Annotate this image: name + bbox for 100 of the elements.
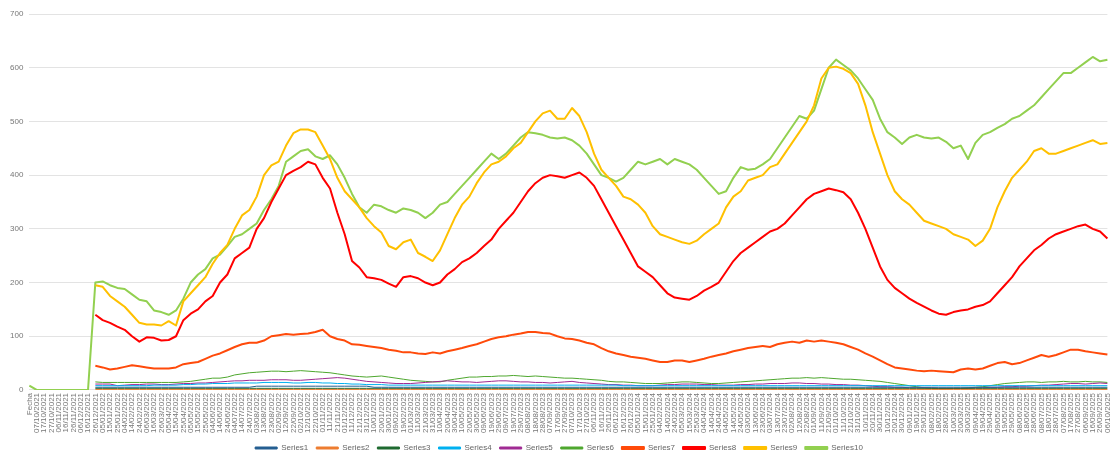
x-tick-label: 22/08/2024 bbox=[801, 392, 811, 434]
x-tick-label: 11/10/2024 bbox=[838, 392, 848, 433]
x-tick-label: 11/03/2023 bbox=[413, 392, 423, 433]
x-tick-label: 15/01/2022 bbox=[105, 392, 115, 434]
x-tick-label: 09/06/2023 bbox=[479, 392, 489, 434]
x-tick-label: 22/09/2022 bbox=[288, 392, 298, 434]
x-tick-label: 02/09/2022 bbox=[273, 392, 283, 434]
x-tick-label: 25/05/2022 bbox=[200, 392, 210, 434]
x-tick-label: 16/03/2022 bbox=[149, 392, 159, 434]
x-tick-label: 25/04/2022 bbox=[178, 392, 188, 434]
x-tick-label: 13/08/2022 bbox=[259, 392, 269, 434]
x-tick-label: 14/07/2022 bbox=[237, 392, 247, 434]
x-tick-label: 13/07/2024 bbox=[772, 392, 782, 434]
x-tick-label: 05/03/2024 bbox=[677, 392, 687, 434]
x-tick-label: 26/12/2021 bbox=[90, 392, 100, 434]
x-tick-label: 20/12/2024 bbox=[889, 392, 899, 434]
x-tick-label: 10/05/2023 bbox=[457, 392, 467, 434]
x-tick-label: 12/08/2024 bbox=[794, 392, 804, 434]
x-tick-label: 20/03/2025 bbox=[955, 392, 965, 434]
legend-label: Series3 bbox=[403, 443, 432, 453]
x-tick-label: 08/08/2023 bbox=[523, 392, 533, 434]
x-tick-label: 09/01/2025 bbox=[904, 392, 914, 434]
x-tick-label: 28/02/2025 bbox=[941, 392, 951, 434]
x-tick-label: 26/12/2023 bbox=[625, 392, 635, 434]
y-tick-label: 100 bbox=[9, 331, 24, 341]
x-tick-label: 14/04/2024 bbox=[706, 392, 716, 434]
x-tick-label: 24/06/2022 bbox=[222, 392, 232, 434]
x-tick-label: 11/12/2022 bbox=[347, 392, 357, 433]
x-tick-label: 14/05/2024 bbox=[728, 392, 738, 434]
x-tick-label: 04/06/2022 bbox=[207, 392, 217, 434]
x-tick-label: 31/10/2024 bbox=[853, 392, 863, 434]
x-tick-label: 29/05/2025 bbox=[1007, 392, 1017, 434]
x-tick-label: 21/03/2023 bbox=[420, 392, 430, 434]
legend-label: Series10 bbox=[831, 443, 864, 453]
legend-label: Series7 bbox=[647, 443, 676, 453]
x-tick-label: 05/05/2022 bbox=[185, 392, 195, 434]
x-tick-label: 15/01/2024 bbox=[640, 392, 650, 434]
y-tick-label: 0 bbox=[18, 385, 24, 395]
x-tick-label: 18/07/2025 bbox=[1043, 392, 1053, 434]
x-tick-label: 06/11/2021 bbox=[53, 392, 63, 433]
x-tick-label: 15/03/2024 bbox=[684, 392, 694, 434]
x-tick-label: 19/01/2025 bbox=[911, 392, 921, 434]
x-tick-label: 30/05/2023 bbox=[471, 392, 481, 434]
x-tick-label: 30/04/2023 bbox=[449, 392, 459, 434]
x-tick-label: 05/01/2024 bbox=[633, 392, 643, 434]
x-tick-label: 26/03/2022 bbox=[156, 392, 166, 434]
x-tick-label: 10/04/2023 bbox=[435, 392, 445, 434]
legend-label: Series2 bbox=[342, 443, 370, 453]
x-tick-label: 31/12/2022 bbox=[361, 392, 371, 434]
y-tick-label: 400 bbox=[9, 170, 24, 180]
x-tick-label: 02/10/2022 bbox=[295, 392, 305, 434]
x-tick-label: 26/11/2021 bbox=[68, 392, 78, 433]
x-tick-label: 03/06/2024 bbox=[743, 392, 753, 434]
x-tick-label: 14/06/2022 bbox=[215, 392, 225, 434]
x-tick-label: 24/02/2022 bbox=[134, 392, 144, 434]
x-tick-label: 23/08/2022 bbox=[266, 392, 276, 434]
x-tick-label: 25/03/2024 bbox=[691, 392, 701, 434]
x-tick-label: 06/10/2025 bbox=[1102, 392, 1112, 434]
x-tick-label: 06/12/2023 bbox=[611, 392, 621, 434]
x-tick-label: 30/12/2024 bbox=[897, 392, 907, 434]
x-tick-label: 15/05/2022 bbox=[193, 392, 203, 434]
legend-label: Series9 bbox=[770, 443, 798, 453]
x-tick-label: 26/11/2023 bbox=[603, 392, 613, 433]
x-tick-label: Fecha bbox=[24, 392, 34, 416]
x-tick-label: 19/06/2023 bbox=[486, 392, 496, 434]
x-tick-label: 17/10/2021 bbox=[39, 392, 49, 434]
x-tick-label: 27/10/2021 bbox=[46, 392, 56, 434]
x-tick-label: 30/03/2025 bbox=[963, 392, 973, 434]
x-tick-label: 16/11/2021 bbox=[61, 392, 71, 433]
x-tick-label: 11/11/2022 bbox=[325, 392, 335, 432]
x-tick-label: 18/06/2025 bbox=[1021, 392, 1031, 434]
y-tick-label: 300 bbox=[9, 224, 24, 234]
x-tick-label: 23/06/2024 bbox=[757, 392, 767, 434]
x-tick-label: 30/01/2023 bbox=[383, 392, 393, 434]
x-tick-label: 19/07/2023 bbox=[508, 392, 518, 434]
x-tick-label: 04/05/2024 bbox=[721, 392, 731, 434]
x-tick-label: 20/11/2024 bbox=[867, 392, 877, 433]
x-tick-label: 01/09/2024 bbox=[809, 392, 819, 434]
x-tick-label: 01/11/2022 bbox=[317, 392, 327, 433]
x-tick-label: 24/05/2024 bbox=[735, 392, 745, 434]
x-tick-label: 24/04/2024 bbox=[713, 392, 723, 434]
x-tick-label: 21/12/2022 bbox=[354, 392, 364, 434]
x-tick-label: 05/01/2022 bbox=[97, 392, 107, 434]
x-tick-label: 07/10/2023 bbox=[567, 392, 577, 434]
legend-label: Series8 bbox=[709, 443, 737, 453]
x-tick-label: 28/06/2025 bbox=[1029, 392, 1039, 434]
x-tick-label: 06/11/2023 bbox=[589, 392, 599, 433]
x-tick-label: 30/11/2024 bbox=[875, 392, 885, 433]
x-tick-label: 24/07/2022 bbox=[244, 392, 254, 434]
x-tick-label: 18/02/2025 bbox=[933, 392, 943, 434]
x-tick-label: 02/08/2024 bbox=[787, 392, 797, 434]
x-tick-label: 07/09/2023 bbox=[545, 392, 555, 434]
x-tick-label: 13/06/2024 bbox=[750, 392, 760, 434]
x-tick-label: 10/12/2024 bbox=[882, 392, 892, 434]
legend-label: Series6 bbox=[586, 443, 615, 453]
x-tick-label: 18/08/2023 bbox=[530, 392, 540, 434]
x-tick-label: 11/09/2024 bbox=[816, 392, 826, 433]
x-tick-label: 31/03/2023 bbox=[427, 392, 437, 434]
x-tick-label: 08/02/2025 bbox=[926, 392, 936, 434]
legend-label: Series5 bbox=[525, 443, 554, 453]
